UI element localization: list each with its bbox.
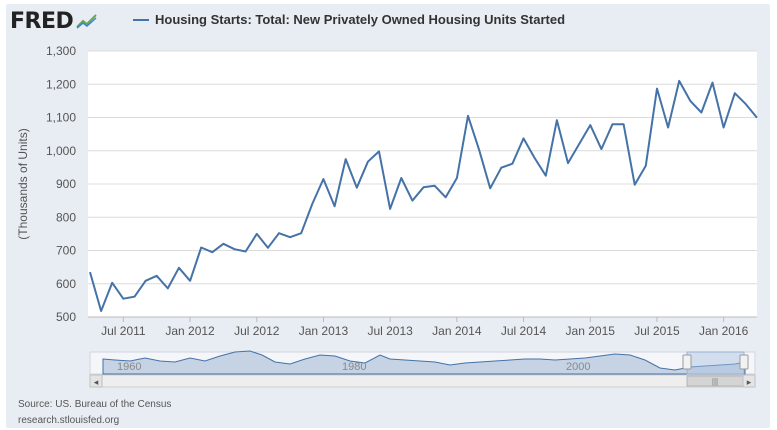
x-tick-label: Jul 2012	[234, 324, 280, 338]
scrollbar-track[interactable]	[89, 374, 756, 388]
source-url[interactable]: research.stlouisfed.org	[18, 415, 120, 426]
x-tick-label: Jan 2014	[432, 324, 482, 338]
graph-icon	[76, 14, 97, 29]
y-axis-label: (Thousands of Units)	[16, 128, 30, 239]
scrollbar-left-button[interactable]	[89, 374, 103, 388]
x-tick-label: Jul 2015	[634, 324, 680, 338]
y-tick-label: 1,300	[46, 44, 76, 58]
navigator-right-handle[interactable]	[739, 354, 749, 370]
source-line: Source: US. Bureau of the Census	[18, 399, 172, 410]
logo-text: FRED	[10, 8, 74, 34]
y-tick-label: 1,100	[46, 111, 76, 125]
scrollbar-right-button[interactable]	[742, 374, 756, 388]
y-tick-label: 700	[56, 244, 76, 258]
navigator-label-1960: 1960	[117, 361, 141, 373]
x-tick-label: Jul 2014	[501, 324, 547, 338]
y-tick-label: 500	[56, 310, 76, 324]
legend-swatch	[133, 18, 149, 21]
x-tick-label: Jul 2013	[367, 324, 413, 338]
navigator-selection[interactable]	[686, 351, 745, 375]
x-tick-label: Jan 2015	[566, 324, 616, 338]
legend-label: Housing Starts: Total: New Privately Own…	[155, 12, 566, 27]
chevron-right-icon: ▸	[747, 378, 752, 388]
chevron-left-icon: ◂	[94, 378, 99, 388]
navigator-left-handle[interactable]	[682, 354, 692, 370]
y-tick-label: 800	[56, 210, 76, 224]
y-tick-label: 1,200	[46, 77, 76, 91]
y-tick-label: 900	[56, 177, 76, 191]
navigator-series	[102, 350, 746, 375]
y-tick-label: 1,000	[46, 144, 76, 158]
x-tick-label: Jan 2016	[699, 324, 749, 338]
chart-legend[interactable]: Housing Starts: Total: New Privately Own…	[133, 12, 565, 27]
series-line[interactable]	[89, 79, 758, 312]
scrollbar-grip: |||	[712, 377, 718, 386]
fred-logo[interactable]: FRED	[10, 8, 98, 34]
navigator-label-2000: 2000	[566, 361, 590, 373]
y-tick-label: 600	[56, 277, 76, 291]
x-tick-label: Jul 2011	[101, 324, 146, 338]
source-note: Source: US. Bureau of the Census researc…	[18, 397, 171, 429]
x-axis-ticks: Jul 2011 Jan 2012 Jul 2012 Jan 2013 Jul 2013…	[88, 316, 757, 338]
x-tick-label: Jan 2013	[299, 324, 349, 338]
navigator-label-1980: 1980	[342, 361, 366, 373]
x-tick-label: Jan 2012	[165, 324, 215, 338]
y-axis-ticks: 500 600 700 800 900 1,000 1,100 1,200 1,300	[46, 44, 76, 324]
